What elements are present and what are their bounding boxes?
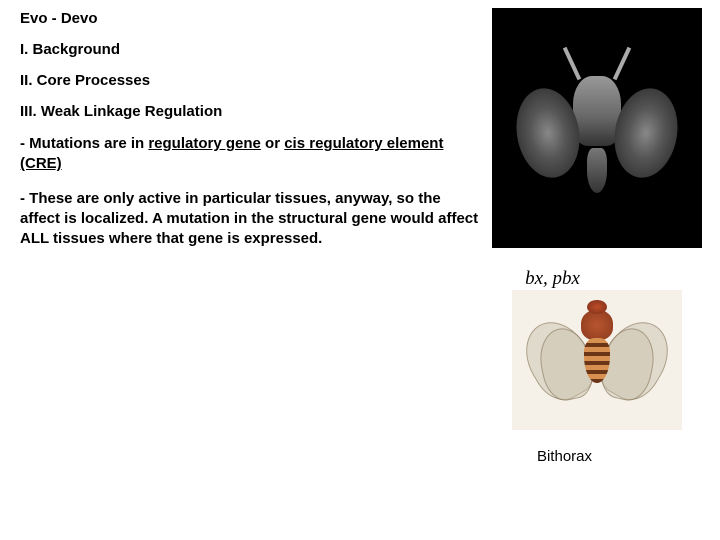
bullet-localized: - These are only active in particular ti… [20, 189, 480, 250]
heading-weak-linkage: III. Weak Linkage Regulation [20, 103, 480, 120]
heading-background: I. Background [20, 41, 480, 58]
image-caption-bithorax: Bithorax [537, 448, 592, 465]
text-fragment: - Mutations are in [20, 135, 148, 152]
bithorax-fly-image [512, 290, 682, 430]
text-fragment: or [261, 135, 284, 152]
slide-title: Evo - Devo [20, 10, 480, 27]
fly-head-illustration [522, 38, 672, 218]
gene-label: bx, pbx [525, 268, 580, 290]
heading-core-processes: II. Core Processes [20, 72, 480, 89]
fly-head-sem-image [492, 8, 702, 248]
underline-regulatory-gene: regulatory gene [148, 135, 261, 152]
text-column: Evo - Devo I. Background II. Core Proces… [20, 10, 480, 263]
bullet-mutations: - Mutations are in regulatory gene or ci… [20, 134, 480, 175]
fly-body-illustration [527, 300, 667, 420]
